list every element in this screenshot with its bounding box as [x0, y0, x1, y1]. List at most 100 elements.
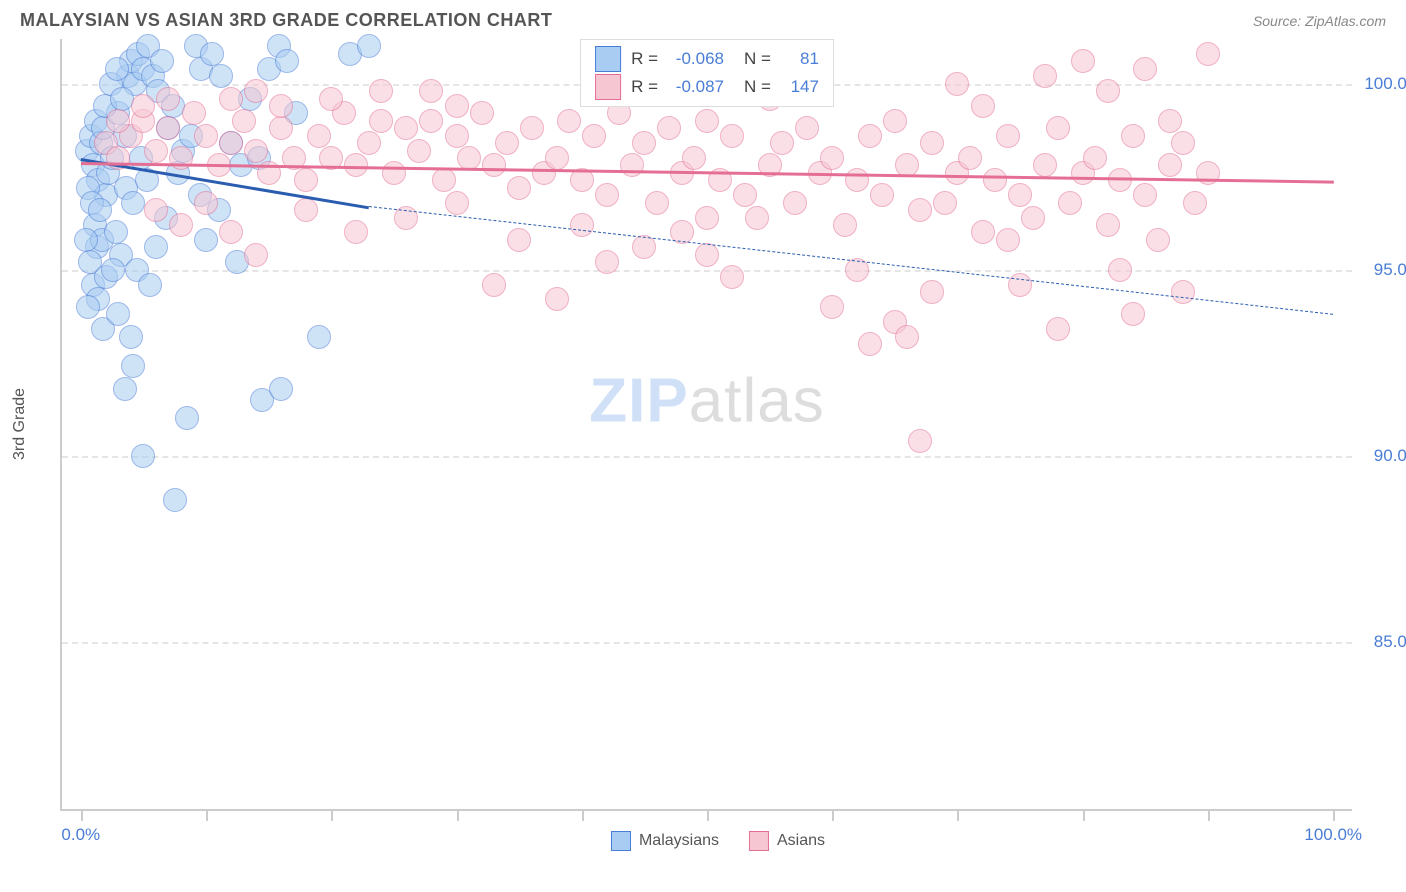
- data-point: [163, 488, 187, 512]
- chart-header: MALAYSIAN VS ASIAN 3RD GRADE CORRELATION…: [0, 0, 1406, 31]
- data-point: [407, 139, 431, 163]
- data-point: [482, 273, 506, 297]
- data-point: [445, 124, 469, 148]
- data-point: [105, 57, 129, 81]
- data-point: [971, 220, 995, 244]
- data-point: [933, 191, 957, 215]
- data-point: [244, 139, 268, 163]
- data-point: [582, 124, 606, 148]
- data-point: [1196, 42, 1220, 66]
- data-point: [1046, 116, 1070, 140]
- data-point: [113, 377, 137, 401]
- data-point: [106, 109, 130, 133]
- legend-row: R =-0.087N =147: [595, 74, 819, 100]
- data-point: [883, 109, 907, 133]
- data-point: [570, 213, 594, 237]
- stat-r-value: -0.068: [668, 49, 724, 69]
- legend-item: Malaysians: [611, 831, 719, 851]
- data-point: [545, 146, 569, 170]
- data-point: [958, 146, 982, 170]
- x-tick-label: 100.0%: [1304, 825, 1362, 845]
- data-point: [920, 131, 944, 155]
- data-point: [770, 131, 794, 155]
- data-point: [275, 49, 299, 73]
- data-point: [695, 243, 719, 267]
- data-point: [895, 325, 919, 349]
- data-point: [495, 131, 519, 155]
- stat-r-value: -0.087: [668, 77, 724, 97]
- data-point: [632, 131, 656, 155]
- data-point: [1021, 206, 1045, 230]
- data-point: [101, 258, 125, 282]
- legend-swatch: [595, 46, 621, 72]
- watermark-atlas: atlas: [689, 366, 825, 435]
- data-point: [419, 79, 443, 103]
- data-point: [1158, 109, 1182, 133]
- data-point: [482, 153, 506, 177]
- data-point: [1071, 49, 1095, 73]
- chart-title: MALAYSIAN VS ASIAN 3RD GRADE CORRELATION…: [20, 10, 552, 31]
- data-point: [1158, 153, 1182, 177]
- data-point: [1083, 146, 1107, 170]
- data-point: [194, 228, 218, 252]
- data-point: [144, 139, 168, 163]
- data-point: [244, 243, 268, 267]
- data-point: [432, 168, 456, 192]
- data-point: [156, 116, 180, 140]
- data-point: [169, 213, 193, 237]
- data-point: [357, 34, 381, 58]
- data-point: [175, 406, 199, 430]
- data-point: [1008, 273, 1032, 297]
- data-point: [908, 429, 932, 453]
- legend-row: R =-0.068N =81: [595, 46, 819, 72]
- data-point: [858, 332, 882, 356]
- data-point: [150, 49, 174, 73]
- data-point: [232, 109, 256, 133]
- data-point: [194, 191, 218, 215]
- data-point: [971, 94, 995, 118]
- data-point: [445, 191, 469, 215]
- legend-swatch: [749, 831, 769, 851]
- data-point: [1171, 131, 1195, 155]
- data-point: [520, 116, 544, 140]
- data-point: [1146, 228, 1170, 252]
- data-point: [269, 94, 293, 118]
- data-point: [1096, 79, 1120, 103]
- data-point: [357, 131, 381, 155]
- x-tick: [707, 809, 709, 821]
- data-point: [269, 377, 293, 401]
- data-point: [76, 295, 100, 319]
- data-point: [833, 213, 857, 237]
- data-point: [269, 116, 293, 140]
- data-point: [745, 206, 769, 230]
- data-point: [1008, 183, 1032, 207]
- data-point: [920, 280, 944, 304]
- data-point: [507, 228, 531, 252]
- data-point: [121, 354, 145, 378]
- stat-r-label: R =: [631, 49, 658, 69]
- data-point: [845, 168, 869, 192]
- data-point: [595, 250, 619, 274]
- data-point: [156, 87, 180, 111]
- y-tick-label: 85.0%: [1362, 632, 1406, 652]
- data-point: [1171, 280, 1195, 304]
- data-point: [200, 42, 224, 66]
- data-point: [307, 325, 331, 349]
- data-point: [144, 198, 168, 222]
- data-point: [394, 116, 418, 140]
- legend-swatch: [595, 74, 621, 100]
- data-point: [294, 198, 318, 222]
- data-point: [1133, 57, 1157, 81]
- data-point: [557, 109, 581, 133]
- stat-n-value: 147: [781, 77, 819, 97]
- data-point: [870, 183, 894, 207]
- gridline: [62, 456, 1352, 458]
- y-tick-label: 100.0%: [1362, 74, 1406, 94]
- legend-label: Asians: [777, 832, 825, 850]
- watermark-zip: ZIP: [589, 366, 688, 435]
- data-point: [682, 146, 706, 170]
- data-point: [733, 183, 757, 207]
- data-point: [820, 295, 844, 319]
- data-point: [783, 191, 807, 215]
- data-point: [1046, 317, 1070, 341]
